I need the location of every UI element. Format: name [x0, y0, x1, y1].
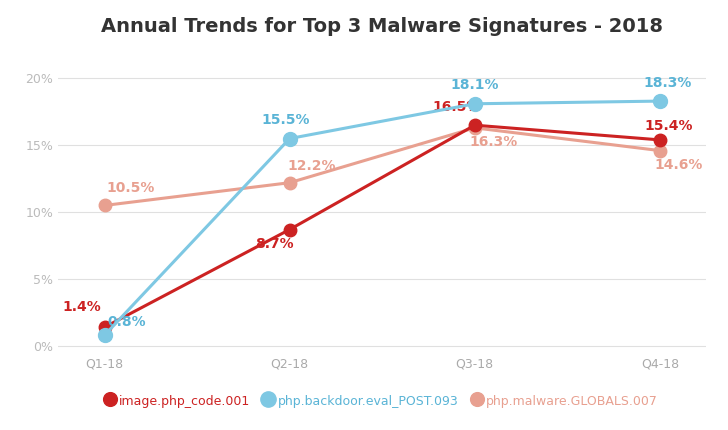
Line: image.php_code.001: image.php_code.001: [98, 119, 666, 333]
php.malware.GLOBALS.007: [470, 125, 479, 130]
Text: 12.2%: 12.2%: [288, 160, 336, 173]
image.php_code.001: [285, 227, 294, 232]
Text: 15.5%: 15.5%: [261, 113, 310, 126]
image.php_code.001: [470, 123, 479, 128]
Text: 16.5%: 16.5%: [432, 101, 480, 114]
Line: php.backdoor.eval_POST.093: php.backdoor.eval_POST.093: [98, 94, 667, 342]
php.malware.GLOBALS.007: [655, 148, 664, 153]
Text: 18.3%: 18.3%: [643, 77, 692, 90]
Text: 0.8%: 0.8%: [108, 314, 146, 329]
Text: 8.7%: 8.7%: [256, 237, 294, 251]
php.malware.GLOBALS.007: [100, 203, 109, 208]
Legend: image.php_code.001, php.backdoor.eval_POST.093, php.malware.GLOBALS.007: image.php_code.001, php.backdoor.eval_PO…: [101, 388, 663, 412]
Title: Annual Trends for Top 3 Malware Signatures - 2018: Annual Trends for Top 3 Malware Signatur…: [101, 17, 663, 36]
Text: 18.1%: 18.1%: [451, 78, 499, 92]
Text: 14.6%: 14.6%: [654, 158, 703, 172]
image.php_code.001: [100, 325, 109, 330]
php.backdoor.eval_POST.093: [285, 136, 294, 141]
php.malware.GLOBALS.007: [285, 180, 294, 185]
image.php_code.001: [655, 137, 664, 142]
Line: php.malware.GLOBALS.007: php.malware.GLOBALS.007: [98, 122, 666, 212]
Text: 15.4%: 15.4%: [645, 119, 693, 133]
php.backdoor.eval_POST.093: [655, 98, 664, 104]
Text: 16.3%: 16.3%: [469, 135, 518, 149]
php.backdoor.eval_POST.093: [470, 101, 479, 106]
php.backdoor.eval_POST.093: [100, 333, 109, 338]
Text: 1.4%: 1.4%: [63, 300, 102, 314]
Text: 10.5%: 10.5%: [106, 181, 154, 195]
